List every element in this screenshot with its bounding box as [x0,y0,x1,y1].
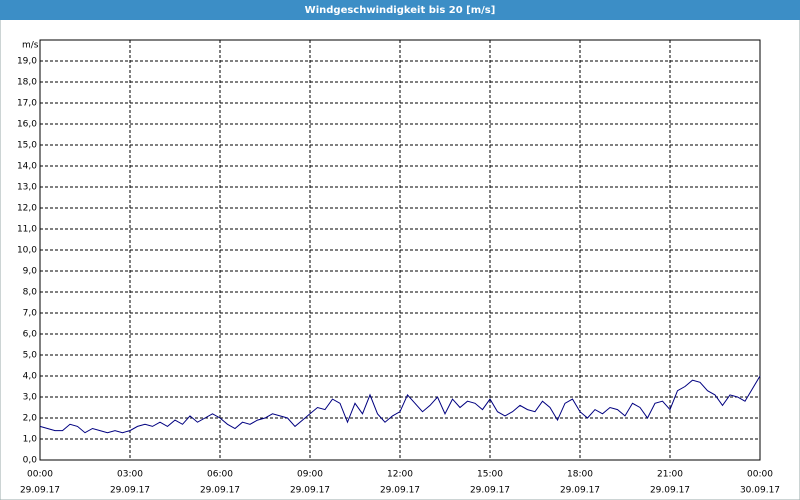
x-tick-date: 29.09.17 [110,486,150,496]
y-tick-label: 6,0 [23,330,38,340]
y-tick-label: 10,0 [17,246,37,256]
title-bar [0,0,800,20]
x-tick-label: 00:00 [747,470,773,480]
x-tick-label: 21:00 [657,470,683,480]
y-tick-label: 4,0 [23,372,38,382]
x-tick-date: 29.09.17 [560,486,600,496]
y-tick-label: 15,0 [17,141,37,151]
x-tick-date: 29.09.17 [470,486,510,496]
y-tick-label: 16,0 [17,120,37,130]
y-tick-label: 2,0 [23,414,38,424]
x-tick-date: 29.09.17 [290,486,330,496]
y-axis-label: m/s [22,41,39,51]
x-tick-label: 18:00 [567,470,593,480]
y-tick-label: 11,0 [17,225,37,235]
y-tick-label: 19,0 [17,57,37,67]
chart-title: Windgeschwindigkeit bis 20 [m/s] [305,5,496,16]
y-tick-label: 8,0 [23,288,38,298]
y-tick-label: 12,0 [17,204,37,214]
x-tick-label: 06:00 [207,470,233,480]
y-tick-label: 7,0 [23,309,38,319]
x-tick-date: 29.09.17 [650,486,690,496]
y-tick-label: 0,0 [23,456,38,466]
x-tick-date: 29.09.17 [380,486,420,496]
y-tick-label: 17,0 [17,99,37,109]
x-tick-label: 12:00 [387,470,413,480]
x-tick-date: 29.09.17 [20,486,60,496]
x-tick-date: 30.09.17 [740,486,780,496]
y-tick-label: 9,0 [23,267,38,277]
x-tick-label: 03:00 [117,470,143,480]
x-tick-label: 09:00 [297,470,323,480]
x-tick-label: 15:00 [477,470,503,480]
y-tick-label: 18,0 [17,78,37,88]
x-tick-label: 00:00 [27,470,53,480]
plot-frame [39,39,761,461]
y-tick-label: 1,0 [23,435,38,445]
y-tick-label: 3,0 [23,393,38,403]
y-tick-label: 13,0 [17,183,37,193]
y-tick-label: 14,0 [17,162,37,172]
x-tick-date: 29.09.17 [200,486,240,496]
y-tick-label: 5,0 [23,351,38,361]
data-line [39,375,761,434]
